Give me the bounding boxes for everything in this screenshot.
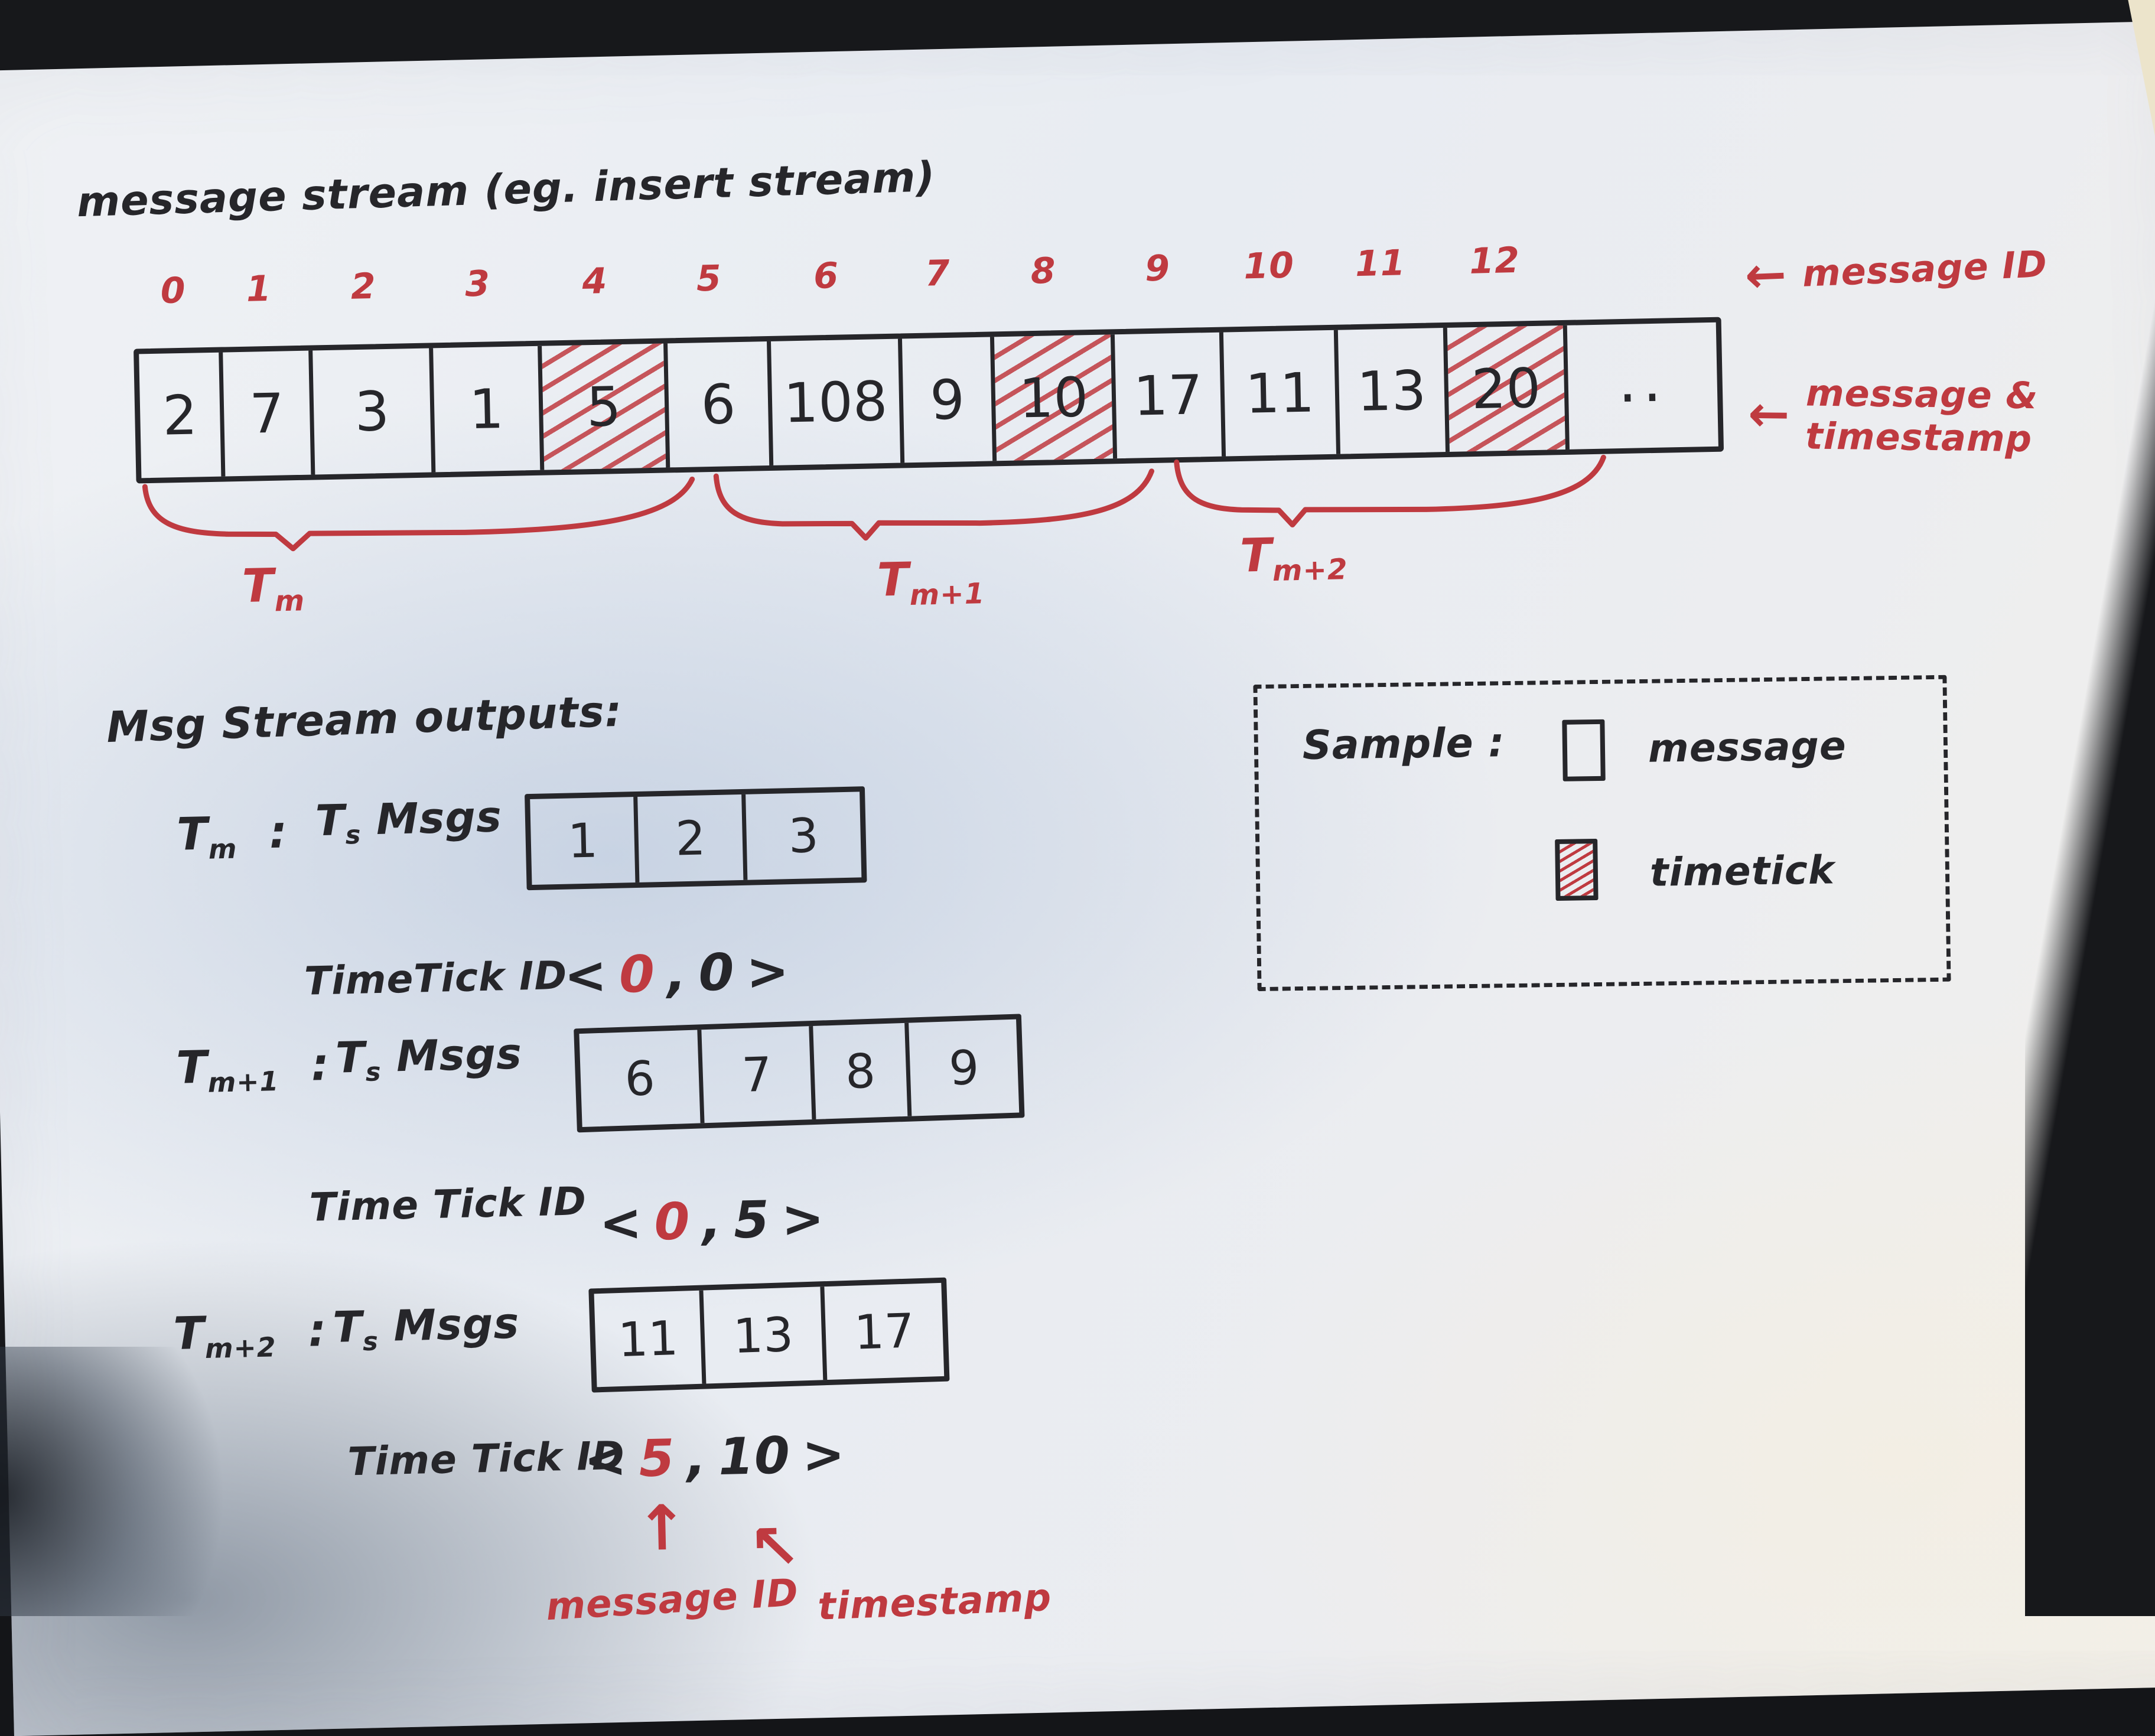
stream-cell-message: 17 bbox=[1110, 332, 1222, 459]
tuple-timestamp-value: 5 bbox=[733, 1190, 771, 1250]
output-cell: 11 bbox=[617, 1310, 679, 1367]
left-arrow-icon: ← bbox=[1747, 385, 1791, 444]
output-window-tm: Tm : bbox=[176, 805, 289, 865]
stream-cell-message: 3 bbox=[308, 348, 431, 475]
table-edge-right bbox=[2025, 0, 2155, 1616]
stream-index: 12 bbox=[1469, 239, 1521, 282]
stream-index-row: 0 1 2 3 4 5 6 7 8 9 10 11 12 bbox=[132, 236, 1710, 325]
annotation-message-id: ← message ID bbox=[1743, 239, 2048, 305]
output-window-tm1: Tm+1 : bbox=[175, 1037, 330, 1099]
output-cell: 9 bbox=[904, 1019, 1020, 1116]
output-msgs-label: Ts Msgs bbox=[335, 1028, 523, 1087]
stream-index: 8 bbox=[1030, 250, 1057, 292]
legend-timetick-label: timetick bbox=[1649, 847, 1835, 895]
stream-index: 7 bbox=[924, 252, 951, 295]
output-msgs-label: Ts Msgs bbox=[332, 1298, 520, 1357]
stream-index: 5 bbox=[696, 258, 722, 300]
stream-index: 9 bbox=[1144, 247, 1171, 290]
output-msgs-array-tm: 1 2 3 bbox=[525, 786, 867, 891]
window-label-tm1: Tm+1 bbox=[876, 553, 985, 612]
stream-cell-message: 2 bbox=[162, 383, 198, 448]
message-symbol bbox=[1562, 719, 1606, 781]
stream-index-spacer bbox=[1554, 236, 1710, 292]
stream-index: 3 bbox=[464, 263, 491, 305]
underbrace-tm bbox=[136, 469, 702, 556]
output-cell: 17 bbox=[820, 1282, 945, 1380]
up-arrow-icon: ↑ bbox=[634, 1491, 689, 1565]
pointer-message-id-label: message ID bbox=[545, 1571, 800, 1630]
timetick-symbol bbox=[1555, 839, 1599, 901]
output-cell: 3 bbox=[741, 792, 862, 880]
stream-cell-message: 9 bbox=[897, 337, 993, 463]
tuple-message-id-value: 5 bbox=[638, 1428, 676, 1489]
legend-title: Sample : bbox=[1302, 719, 1506, 769]
output-cell: 13 bbox=[699, 1286, 823, 1384]
tuple-message-id-value: 0 bbox=[618, 944, 656, 1005]
stream-cell-message: 13 bbox=[1333, 328, 1446, 454]
stream-cell-continuation: .. bbox=[1562, 322, 1718, 450]
output-cell: 6 bbox=[624, 1050, 656, 1107]
output-cell: 2 bbox=[633, 794, 744, 883]
stream-cell-message: 108 bbox=[766, 338, 900, 466]
pointer-timestamp-label: timestamp bbox=[816, 1575, 1053, 1629]
underbrace-tm2 bbox=[1170, 447, 1612, 531]
timetick-id-tuple-tm1: < 0 , 5 > bbox=[598, 1188, 826, 1253]
stream-index: 4 bbox=[581, 260, 608, 302]
left-arrow-icon: ← bbox=[1743, 245, 1788, 305]
legend-box: Sample : message timetick bbox=[1253, 675, 1951, 992]
stream-cell-message: 1 bbox=[428, 346, 541, 473]
underbrace-tm1 bbox=[709, 461, 1160, 545]
stream-index: 0 bbox=[160, 270, 187, 312]
output-msgs-array-tm2: 11 13 17 bbox=[588, 1277, 950, 1393]
tuple-timestamp-value: 10 bbox=[718, 1426, 791, 1487]
tuple-message-id-value: 0 bbox=[653, 1192, 691, 1252]
output-cell: 8 bbox=[809, 1022, 908, 1120]
output-cell: 7 bbox=[697, 1026, 812, 1123]
timetick-id-label: TimeTick ID bbox=[304, 952, 568, 1004]
timetick-id-label: Time Tick ID bbox=[308, 1178, 587, 1230]
shadow-bottom-left bbox=[0, 1347, 248, 1616]
output-cell: 1 bbox=[567, 813, 599, 869]
legend-message-label: message bbox=[1648, 723, 1847, 771]
window-label-tm: Tm bbox=[241, 559, 305, 618]
paper-sheet: message stream (eg. insert stream) 0 1 2… bbox=[0, 21, 2155, 1736]
tuple-timestamp-value: 0 bbox=[698, 943, 735, 1003]
window-label-tm2: Tm+2 bbox=[1239, 529, 1349, 588]
stream-index: 2 bbox=[350, 265, 377, 308]
stream-cell-message: 6 bbox=[663, 341, 770, 468]
output-msgs-label: Ts Msgs bbox=[314, 792, 503, 851]
stream-index: 1 bbox=[246, 268, 272, 310]
stream-cell-timetick: 20 bbox=[1443, 325, 1565, 452]
stream-index: 6 bbox=[813, 255, 839, 297]
stream-cell-timetick: 5 bbox=[538, 343, 666, 470]
timetick-id-tuple-tm: < 0 , 0 > bbox=[563, 942, 790, 1006]
annotation-message-id-label: message ID bbox=[1801, 242, 2048, 295]
stream-index: 10 bbox=[1243, 245, 1295, 288]
stream-cell-message: 7 bbox=[218, 350, 311, 477]
timetick-id-tuple-tm2: < 5 , 10 > bbox=[583, 1425, 846, 1490]
page-title: message stream (eg. insert stream) bbox=[76, 152, 936, 227]
outputs-heading: Msg Stream outputs: bbox=[105, 686, 623, 753]
stream-cell-timetick: 10 bbox=[990, 334, 1113, 461]
stream-cell-message: 11 bbox=[1219, 330, 1337, 457]
output-msgs-array-tm1: 6 7 8 9 bbox=[574, 1014, 1025, 1133]
stream-index: 11 bbox=[1355, 242, 1407, 285]
